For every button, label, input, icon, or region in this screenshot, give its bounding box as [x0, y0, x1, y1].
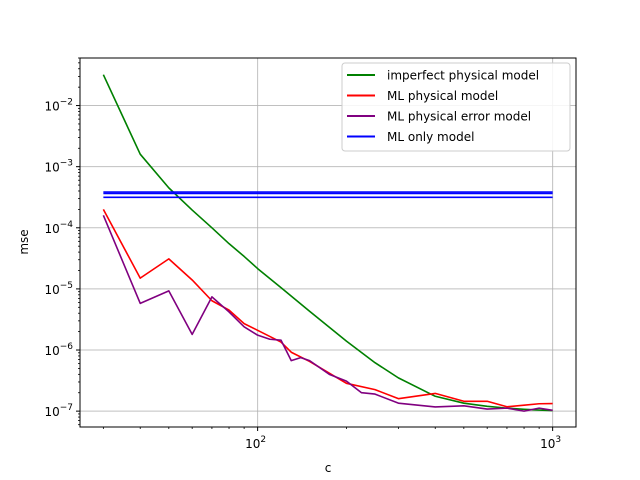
series-line-1 — [102, 209, 553, 408]
legend-label-2: ML physical error model — [387, 110, 531, 124]
y-tick-label-base: 10 — [44, 344, 59, 358]
legend-label-1: ML physical model — [387, 89, 498, 103]
y-tick-label: 10−3 — [44, 159, 73, 175]
y-tick-label: 10−6 — [44, 342, 73, 358]
y-tick-label-exponent: −5 — [60, 281, 73, 291]
x-tick-label: 102 — [245, 435, 266, 451]
y-tick-label: 10−7 — [44, 403, 73, 419]
y-tick-label-base: 10 — [44, 405, 59, 419]
x-tick-label-base: 10 — [245, 437, 260, 451]
y-tick-label-exponent: −4 — [60, 220, 74, 230]
series-group — [102, 74, 553, 412]
y-tick-label-exponent: −6 — [60, 342, 74, 352]
legend-box — [341, 62, 571, 152]
y-tick-label-base: 10 — [44, 283, 59, 297]
plot-frame — [79, 57, 577, 428]
series-line-2 — [102, 215, 553, 412]
x-tick-label-exponent: 3 — [555, 435, 561, 445]
x-tick-label-base: 10 — [540, 437, 555, 451]
y-axis-label: mse — [17, 229, 31, 254]
y-tick-label: 10−2 — [44, 98, 73, 114]
y-tick-label-base: 10 — [44, 161, 59, 175]
y-tick-label-exponent: −7 — [60, 403, 73, 413]
x-tick-label: 103 — [540, 435, 561, 451]
y-tick-label-exponent: −2 — [60, 98, 73, 108]
x-axis-label: c — [325, 461, 332, 475]
legend: imperfect physical model ML physical mode… — [341, 62, 571, 152]
legend-label-0: imperfect physical model — [387, 69, 539, 83]
y-tick-label-base: 10 — [44, 222, 59, 236]
y-tick-label-base: 10 — [44, 100, 59, 114]
y-tick-label-exponent: −3 — [60, 159, 73, 169]
x-tick-label-exponent: 2 — [260, 435, 266, 445]
legend-label-3: ML only model — [387, 130, 474, 144]
y-tick-label: 10−5 — [44, 281, 73, 297]
y-tick-label: 10−4 — [44, 220, 73, 236]
